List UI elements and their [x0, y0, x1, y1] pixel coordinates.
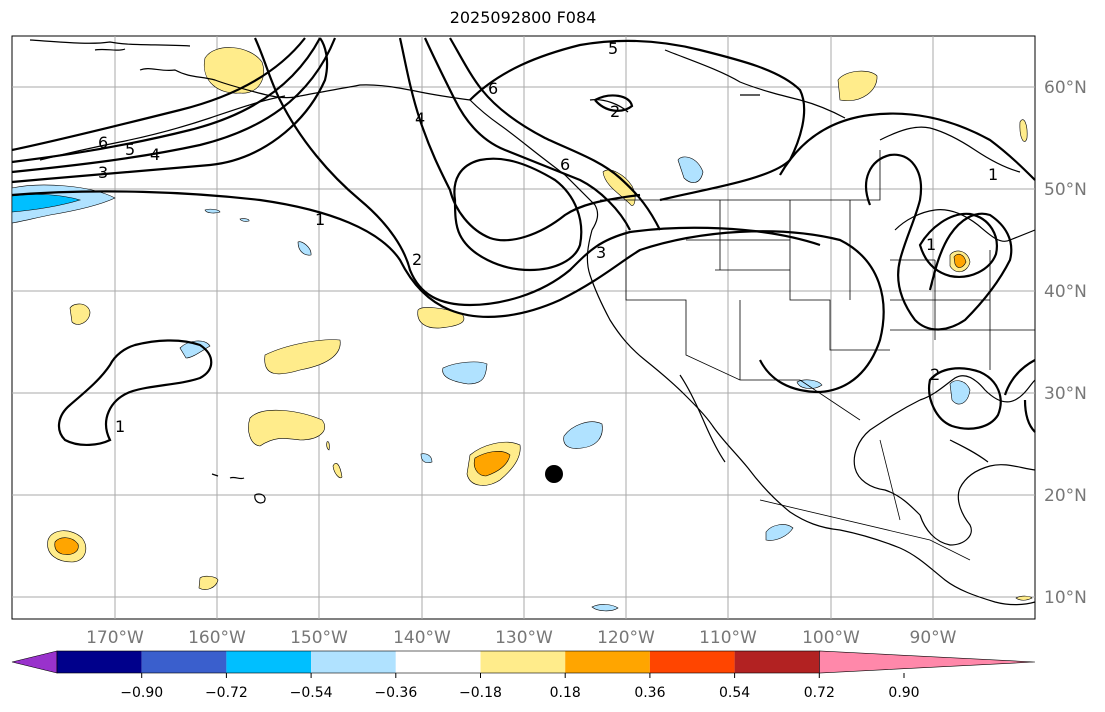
colorbar-cell	[226, 651, 312, 673]
latitude-label: 60°N	[1044, 78, 1087, 98]
latitude-label: 50°N	[1044, 180, 1087, 200]
longitude-label: 100°W	[802, 628, 860, 648]
contour-label: 1	[926, 235, 936, 254]
contour-label: 2	[930, 365, 940, 384]
contour-label: 6	[488, 79, 498, 98]
latitude-axis: 60°N 50°N 40°N 30°N 20°N 10°N	[1044, 78, 1087, 608]
contour-label: 5	[125, 140, 135, 159]
contour-label: 2	[610, 102, 620, 121]
colorbar-extend-high	[818, 650, 1036, 674]
colorbar-tick-label: 0.54	[719, 685, 750, 701]
longitude-label: 140°W	[393, 628, 451, 648]
colorbar-tick-label: −0.18	[459, 685, 502, 701]
colorbar-ticks: −0.90 −0.72 −0.54 −0.36 −0.18 0.18 0.36 0.54 0.7…	[120, 673, 920, 701]
contour-label: 6	[98, 133, 108, 152]
colorbar-cell	[649, 651, 735, 673]
contour-label: 3	[98, 163, 108, 182]
colorbar-tick-label: −0.36	[374, 685, 417, 701]
colorbar-tick-label: −0.54	[290, 685, 333, 701]
colorbar-cell	[311, 651, 396, 673]
shaded-anomalies	[11, 47, 1033, 612]
longitude-axis: 170°W 160°W 150°W 140°W 130°W 120°W 110°…	[86, 628, 957, 648]
colorbar-cell	[734, 651, 820, 673]
contour-label: 2	[412, 250, 422, 269]
colorbar-cell	[57, 651, 142, 673]
colorbar-tick-label: −0.90	[120, 685, 163, 701]
latitude-label: 30°N	[1044, 384, 1087, 404]
colorbar-tick-label: 0.36	[634, 685, 665, 701]
latitude-label: 10°N	[1044, 588, 1087, 608]
contour-label: 1	[115, 417, 125, 436]
colorbar-cells	[11, 650, 1036, 674]
contour-label-group: 6 5 4 3 1 2 4 6 5 2 6 3 1 1 2 1	[98, 39, 998, 436]
longitude-label: 170°W	[86, 628, 144, 648]
colorbar-tick-label: 0.72	[804, 685, 835, 701]
map-title: 2025092800 F084	[449, 8, 597, 27]
latitude-label: 20°N	[1044, 486, 1087, 506]
contour-label: 4	[150, 145, 160, 164]
map-area: 6 5 4 3 1 2 4 6 5 2 6 3 1 1 2 1	[11, 35, 1036, 620]
colorbar-tick-label: −0.72	[205, 685, 248, 701]
location-marker	[545, 465, 563, 483]
colorbar-cell	[141, 651, 227, 673]
coastlines	[29, 39, 1036, 606]
colorbar-tick-label: 0.90	[888, 685, 919, 701]
longitude-label: 150°W	[290, 628, 348, 648]
colorbar-cell	[565, 651, 650, 673]
longitude-label: 130°W	[495, 628, 553, 648]
contour-lines	[11, 37, 1036, 446]
contour-label: 3	[596, 243, 606, 262]
longitude-label: 110°W	[699, 628, 757, 648]
longitude-label: 120°W	[597, 628, 655, 648]
longitude-label: 160°W	[188, 628, 246, 648]
colorbar-cell	[395, 651, 481, 673]
contour-label: 4	[415, 109, 425, 128]
contour-label: 5	[608, 39, 618, 58]
longitude-label: 90°W	[910, 628, 957, 648]
contour-label: 1	[315, 210, 325, 229]
colorbar-cell	[480, 651, 566, 673]
colorbar-outline	[56, 650, 820, 674]
contour-label: 1	[988, 165, 998, 184]
latitude-label: 40°N	[1044, 282, 1087, 302]
borders	[600, 150, 1035, 561]
graticule	[12, 36, 1035, 619]
colorbar-tick-label: 0.18	[550, 685, 581, 701]
contour-label: 6	[560, 155, 570, 174]
colorbar-extend-low	[11, 650, 58, 674]
colorbar: −0.90 −0.72 −0.54 −0.36 −0.18 0.18 0.36 0.54 0.7…	[11, 650, 1036, 701]
